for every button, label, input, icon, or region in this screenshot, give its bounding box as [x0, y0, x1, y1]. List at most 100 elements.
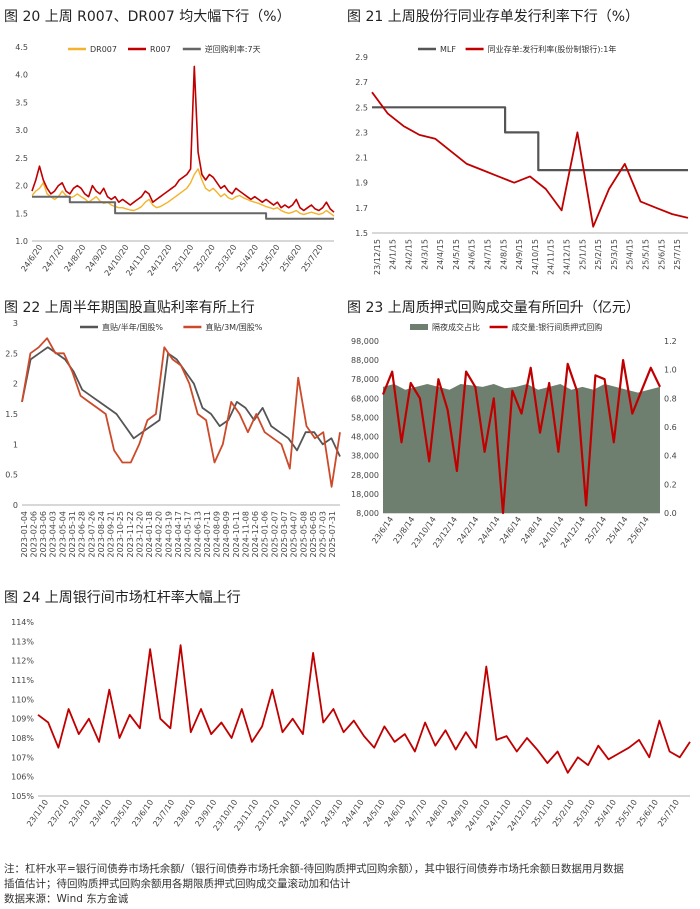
fig20-xtick: 25/1/20	[170, 243, 195, 273]
fig24-xtick: 23/7/10	[151, 798, 176, 828]
fig20-title: 图 20 上周 R007、DR007 均大幅下行（%）	[4, 9, 291, 25]
fig23-xtick: 24/2/14	[455, 515, 480, 545]
fig24-xtick: 25/6/10	[635, 798, 660, 828]
fig20-ytick: 3.5	[15, 98, 28, 107]
fig23-xtick: 24/8/14	[519, 515, 544, 545]
fig23-legend-label: 成交量:银行间质押式回购	[512, 322, 603, 332]
fig24-xtick: 24/2/10	[299, 798, 324, 828]
fig21-ytick: 2.9	[355, 53, 368, 62]
fig21-series-1	[371, 91, 689, 228]
fig24-ytick: 113%	[11, 637, 34, 646]
fig24-xtick: 24/3/10	[320, 798, 345, 828]
fig22-ytick: 2	[13, 380, 18, 389]
fig23-ytick: 8,000	[356, 509, 379, 518]
fig23-area-overnight-share	[383, 384, 660, 513]
fig20-ytick: 2.0	[15, 182, 28, 191]
fig23-xtick: 23/6/14	[370, 515, 395, 545]
fig21-ytick: 1.9	[355, 179, 368, 188]
fig23-xtick: 24/6/14	[498, 515, 523, 545]
fig22-xtick: 2024-09-09	[222, 511, 231, 558]
fig21-series-0	[372, 106, 688, 172]
fig21-xtick: 24/10/15	[531, 239, 540, 275]
fig22-xtick: 2023-04-03	[49, 511, 58, 558]
fig24-xtick: 23/3/10	[67, 798, 92, 828]
fig24-xtick: 23/8/10	[172, 798, 197, 828]
fig23-xtick: 24/4/14	[477, 515, 502, 545]
fig20-xtick: 24/6/20	[19, 243, 44, 273]
fig21-ytick: 1.5	[355, 229, 368, 238]
fig23-right-ytick: 0.0	[664, 509, 677, 518]
note-line-1: 注：杠杆水平=银行间债券市场托余额/（银行间债券市场托余额-待回购质押式回购余额…	[4, 863, 624, 875]
fig21-legend-label: MLF	[440, 45, 456, 54]
fig22-xtick: 2023-05-04	[58, 511, 67, 558]
fig21-legend-label: 同业存单:发行利率(股份制银行):1年	[488, 44, 617, 54]
fig20-xtick: 24/9/20	[84, 243, 109, 273]
fig24-xtick: 25/3/10	[572, 798, 597, 828]
fig20-xtick: 25/2/20	[192, 243, 217, 273]
fig23-ytick: 58,000	[351, 413, 379, 422]
fig23-xtick: 24/10/14	[538, 515, 566, 550]
fig24-ytick: 107%	[11, 753, 34, 762]
fig22-xtick: 2023-02-06	[29, 511, 38, 558]
fig22-xtick: 2025-02-07	[270, 511, 279, 558]
fig23-xtick: 25/4/14	[605, 515, 630, 545]
fig24-series-0	[37, 644, 691, 774]
fig24-xtick: 23/6/10	[130, 798, 155, 828]
fig21-xtick: 25/5/15	[642, 239, 651, 270]
fig20-series-0	[31, 168, 335, 217]
fig20-xtick: 25/3/20	[214, 243, 239, 273]
fig21-xtick: 25/7/15	[673, 239, 682, 270]
fig21-xtick: 25/6/15	[657, 239, 666, 270]
fig21-xtick: 24/1/15	[389, 239, 398, 270]
fig22-xtick: 2023-03-06	[39, 511, 48, 558]
fig24-xtick: 23/2/10	[46, 798, 71, 828]
fig24-ytick: 105%	[11, 792, 34, 801]
data-source: 数据来源：Wind 东方金诚	[4, 893, 129, 905]
fig22-xtick: 2025-07-03	[319, 511, 328, 558]
fig23-xtick: 25/6/14	[626, 515, 651, 545]
fig20-ytick: 1.5	[15, 209, 28, 218]
fig24-title: 图 24 上周银行间市场杠杆率大幅上行	[4, 590, 241, 606]
fig24-ytick: 112%	[11, 657, 34, 666]
fig24-xtick: 23/1/10	[25, 798, 50, 828]
fig24-xtick: 24/12/10	[506, 798, 534, 833]
fig20-xtick: 24/8/20	[63, 243, 88, 273]
fig21-xtick: 25/1/15	[578, 239, 587, 270]
fig24-ytick: 109%	[11, 715, 34, 724]
fig23-ytick: 68,000	[351, 394, 379, 403]
fig22-xtick: 2024-04-17	[174, 511, 183, 558]
fig22-xtick: 2023-11-22	[126, 511, 135, 558]
fig20-ytick: 4.5	[15, 43, 28, 52]
fig22-legend-label: 直贴/半年/国股%	[102, 322, 163, 332]
fig23-series-volume	[381, 359, 661, 515]
fig23-title: 图 23 上周质押式回购成交量有所回升（亿元）	[347, 300, 640, 316]
fig20-ytick: 3.0	[15, 126, 28, 135]
fig23-xtick: 23/8/14	[392, 515, 417, 545]
fig21-xtick: 24/11/15	[547, 239, 556, 275]
fig21-xtick: 25/2/15	[594, 239, 603, 270]
fig20-xtick: 25/4/20	[235, 243, 260, 273]
fig22-xtick: 2024-02-20	[155, 511, 164, 558]
fig21-ytick: 2.1	[355, 154, 368, 163]
fig24-ytick: 108%	[11, 734, 34, 743]
fig20-ytick: 1.0	[15, 237, 28, 246]
fig22-ytick: 0	[13, 501, 18, 510]
fig22-xtick: 2024-03-19	[164, 511, 173, 558]
fig20-ytick: 2.5	[15, 154, 28, 163]
fig22-xtick: 2024-10-11	[232, 511, 241, 558]
fig24-xtick: 24/6/10	[383, 798, 408, 828]
fig21-ytick: 2.5	[355, 103, 368, 112]
fig21-title: 图 21 上周股份行同业存单发行利率下行（%）	[347, 9, 640, 25]
fig20-ytick: 4.0	[15, 71, 28, 80]
fig23-xtick: 24/12/14	[559, 515, 587, 550]
fig21-xtick: 24/7/15	[484, 239, 493, 270]
fig22-xtick: 2023-07-26	[87, 511, 96, 558]
fig24-xtick: 25/5/10	[614, 798, 639, 828]
fig24-ytick: 110%	[11, 695, 34, 704]
fig22-xtick: 2023-08-24	[97, 511, 106, 558]
fig20-xtick: 24/10/20	[103, 243, 131, 278]
fig24-xtick: 23/12/10	[254, 798, 282, 833]
fig21-xtick: 25/3/15	[610, 239, 619, 270]
fig21-xtick: 24/9/15	[515, 239, 524, 270]
fig22-xtick: 2024-06-13	[193, 511, 202, 558]
